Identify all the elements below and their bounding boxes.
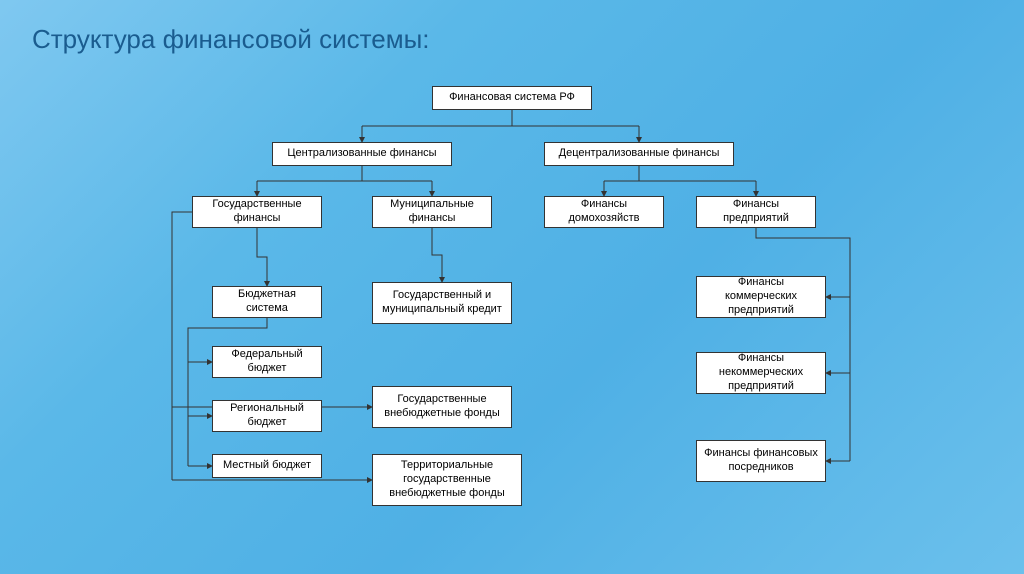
node-nekomm: Финансы некоммерческих предприятий xyxy=(696,352,826,394)
node-reg: Региональный бюджет xyxy=(212,400,322,432)
node-fed: Федеральный бюджет xyxy=(212,346,322,378)
node-cent: Централизованные финансы xyxy=(272,142,452,166)
node-komm: Финансы коммерческих предприятий xyxy=(696,276,826,318)
slide: Структура финансовой системы: Финансовая… xyxy=(0,0,1024,574)
node-mest: Местный бюджет xyxy=(212,454,322,478)
node-mun: Муниципальные финансы xyxy=(372,196,492,228)
node-kred: Государственный и муниципальный кредит xyxy=(372,282,512,324)
node-pred: Финансы предприятий xyxy=(696,196,816,228)
node-decent: Децентрализованные финансы xyxy=(544,142,734,166)
node-gos: Государственные финансы xyxy=(192,196,322,228)
node-posr: Финансы финансовых посредников xyxy=(696,440,826,482)
slide-title: Структура финансовой системы: xyxy=(32,24,430,55)
node-dom: Финансы домохозяйств xyxy=(544,196,664,228)
node-root: Финансовая система РФ xyxy=(432,86,592,110)
node-vneb: Государственные внебюджетные фонды xyxy=(372,386,512,428)
node-budg: Бюджетная система xyxy=(212,286,322,318)
node-terr: Территориальные государственные внебюдже… xyxy=(372,454,522,506)
